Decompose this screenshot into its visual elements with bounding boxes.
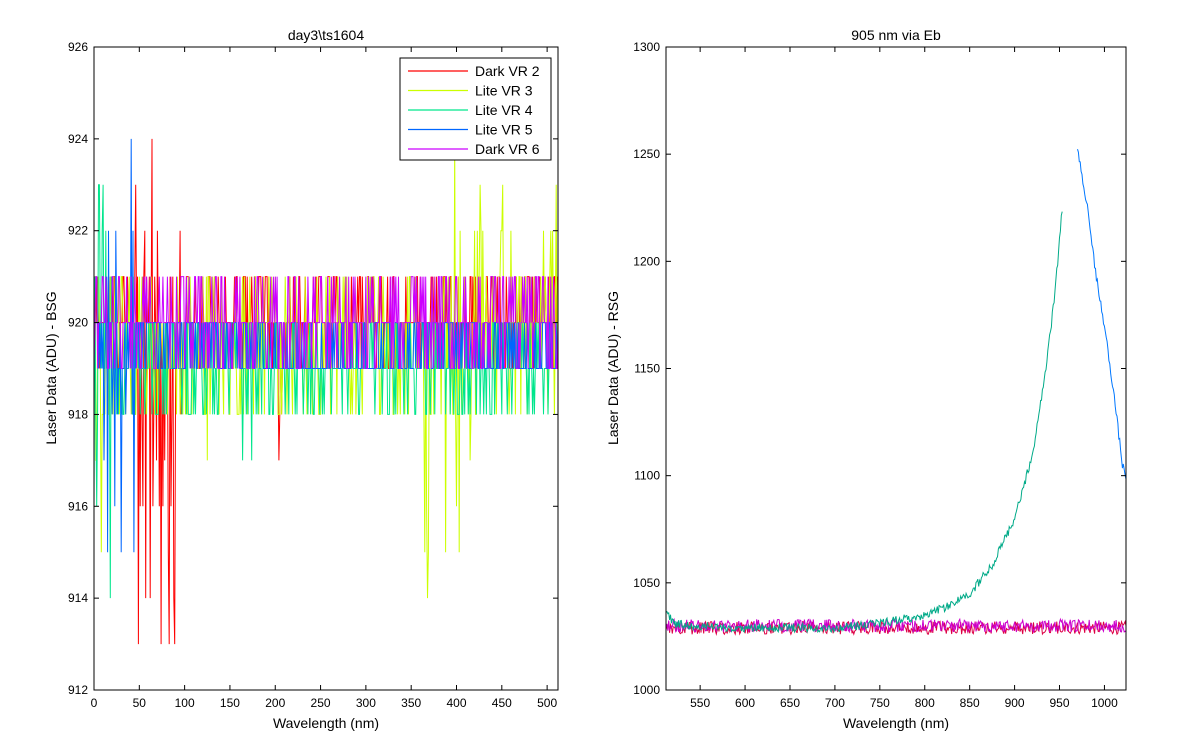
left-plot-series (93, 138, 559, 645)
legend-box (399, 57, 552, 161)
y-tick-label: 1100 (634, 469, 660, 483)
x-tick-label: 300 (356, 696, 376, 710)
right-plot-y-label: Laser Data (ADU) - RSG (605, 291, 621, 445)
legend-label: Lite VR 5 (475, 122, 533, 138)
x-tick-label: 100 (175, 696, 195, 710)
y-tick-label: 926 (68, 40, 88, 54)
left-plot-frame (93, 46, 559, 691)
y-tick-label: 1000 (633, 683, 660, 697)
x-tick-label: 650 (780, 696, 800, 710)
left-plot-x-label: Wavelength (nm) (273, 715, 379, 731)
y-tick-label: 916 (68, 499, 88, 513)
series-line-lite-peak (1077, 149, 1127, 480)
left-plot-legend: Dark VR 2 Lite VR 3 Lite VR 4 Lite VR 5 Dark… (399, 57, 552, 161)
x-tick-label: 850 (960, 696, 980, 710)
right-plot: 905 nm via Eb 550 600 650 700 750 800 850 900 95… (605, 27, 1127, 731)
y-tick-label: 914 (68, 591, 88, 605)
x-tick-label: 450 (492, 696, 512, 710)
legend-label: Lite VR 4 (475, 102, 533, 118)
legend-label: Lite VR 3 (475, 83, 533, 99)
y-tick-label: 918 (68, 407, 88, 421)
x-tick-label: 900 (1005, 696, 1025, 710)
legend-label: Dark VR 6 (475, 141, 540, 157)
y-tick-label: 1300 (633, 40, 660, 54)
left-plot-y-label: Laser Data (ADU) - BSG (43, 291, 59, 444)
y-tick-label: 912 (68, 683, 88, 697)
left-plot-x-ticks: 0 50 100 150 200 250 300 350 400 450 500 (91, 47, 557, 710)
y-tick-label: 1150 (634, 362, 660, 376)
y-tick-label: 1200 (633, 254, 660, 268)
series-line-dark-vr-6 (93, 276, 559, 369)
x-tick-label: 50 (133, 696, 147, 710)
x-tick-label: 800 (915, 696, 935, 710)
x-tick-label: 350 (401, 696, 421, 710)
x-tick-label: 750 (870, 696, 890, 710)
x-tick-label: 400 (446, 696, 466, 710)
right-plot-x-label: Wavelength (nm) (843, 715, 949, 731)
right-plot-title: 905 nm via Eb (851, 27, 941, 43)
left-plot: day3\ts1604 0 50 100 150 200 250 300 350 400 450 5… (43, 27, 559, 731)
right-plot-x-ticks: 550 600 650 700 750 800 850 900 950 1000 (690, 47, 1118, 710)
x-tick-label: 600 (735, 696, 755, 710)
x-tick-label: 150 (220, 696, 240, 710)
x-tick-label: 0 (91, 696, 98, 710)
right-plot-area (666, 47, 1126, 690)
right-plot-series (665, 149, 1127, 636)
left-plot-y-ticks: 912 914 916 918 920 922 924 926 (68, 40, 558, 697)
x-tick-label: 500 (537, 696, 557, 710)
x-tick-label: 550 (690, 696, 710, 710)
y-tick-label: 1250 (633, 147, 660, 161)
legend-label: Dark VR 2 (475, 63, 540, 79)
y-tick-label: 1050 (633, 576, 660, 590)
x-tick-label: 950 (1050, 696, 1070, 710)
x-tick-label: 1000 (1091, 696, 1118, 710)
x-tick-label: 200 (265, 696, 285, 710)
x-tick-label: 700 (825, 696, 845, 710)
right-plot-y-ticks: 1000 1050 1100 1150 1200 1250 1300 (633, 40, 1126, 697)
y-tick-label: 920 (68, 316, 88, 330)
series-line-lite (665, 211, 1063, 634)
left-plot-title: day3\ts1604 (288, 27, 364, 43)
y-tick-label: 924 (68, 132, 88, 146)
y-tick-label: 922 (68, 224, 88, 238)
x-tick-label: 250 (311, 696, 331, 710)
